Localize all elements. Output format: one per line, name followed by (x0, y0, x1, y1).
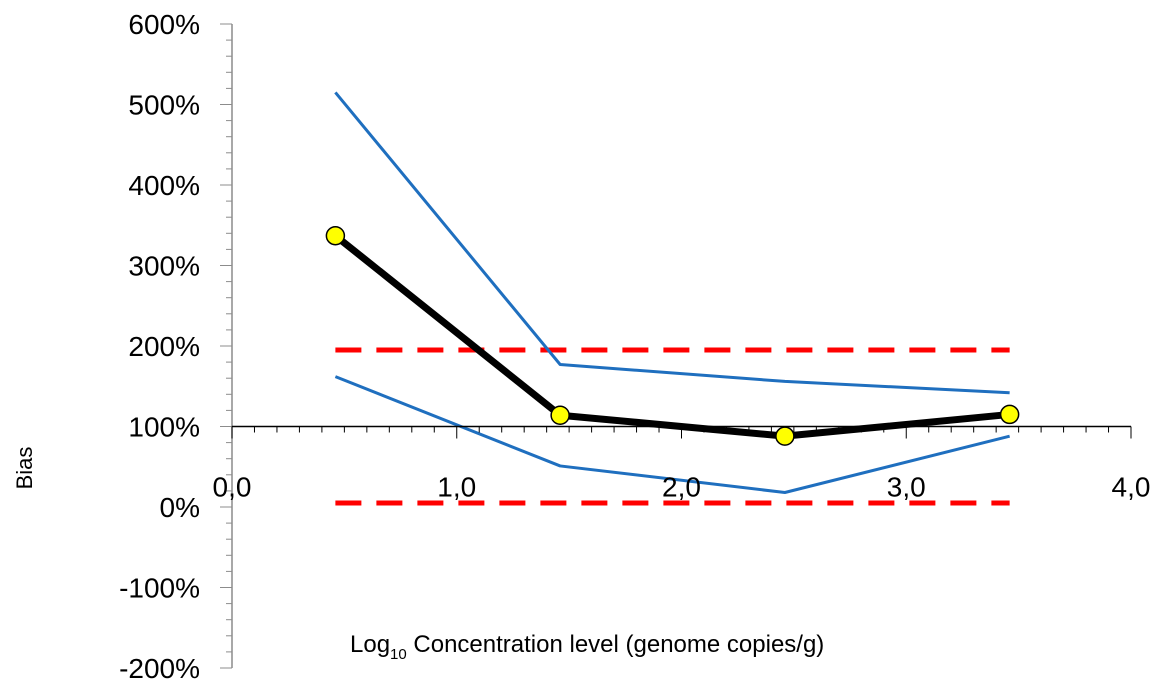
x-axis-title-rest: Concentration level (genome copies/g) (407, 631, 825, 658)
x-axis-title: Log10 Concentration level (genome copies… (350, 631, 824, 663)
y-tick-label: -100% (119, 573, 200, 604)
axes (220, 23, 1132, 669)
x-tick-label: 4,0 (1112, 472, 1151, 503)
lower-limit-line (334, 375, 1010, 495)
y-axis-title: Bias (12, 447, 37, 490)
bias-marker (999, 404, 1020, 425)
y-tick-label: 200% (128, 331, 200, 362)
y-tick-label: 100% (128, 412, 200, 443)
y-tick-label: 500% (128, 90, 200, 121)
y-tick-label: 400% (128, 170, 200, 201)
bias-markers (325, 225, 1020, 446)
x-tick-label: 2,0 (662, 472, 701, 503)
y-tick-label: -200% (119, 653, 200, 684)
upper-limit-line (334, 91, 1010, 395)
x-tick-label: 0,0 (213, 472, 252, 503)
y-tick-label: 0% (160, 492, 200, 523)
tick-labels: 600% 500% 400% 300% 200% 100% 0% -100% -200% 0,0 1… (119, 9, 1150, 684)
x-axis-title-log: Log (350, 631, 390, 658)
bias-marker (550, 405, 570, 425)
y-tick-label: 300% (128, 251, 200, 282)
bias-line (333, 232, 1010, 440)
y-tick-label: 600% (128, 9, 200, 40)
series-lines (333, 91, 1010, 495)
bias-marker (325, 225, 346, 246)
x-tick-label: 3,0 (887, 472, 926, 503)
x-tick-label: 1,0 (437, 472, 476, 503)
acceptance-limit-lines (335, 347, 1010, 506)
bias-marker (775, 426, 795, 446)
x-axis-title-subscript: 10 (390, 646, 407, 663)
